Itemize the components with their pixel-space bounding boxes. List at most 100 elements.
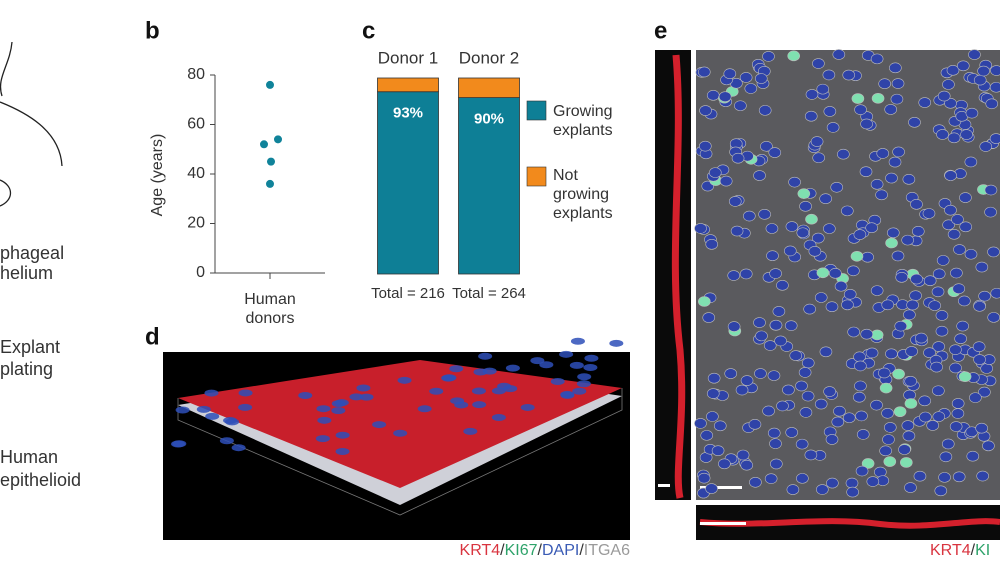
legend-label: Growing explants <box>553 103 613 139</box>
nucleus <box>842 412 856 424</box>
nucleus <box>894 320 908 332</box>
nucleus <box>861 458 875 469</box>
nucleus <box>837 148 850 160</box>
nucleus <box>739 268 753 280</box>
nucleus <box>865 347 879 359</box>
nucleus <box>901 234 914 246</box>
nucleus <box>560 391 575 399</box>
y-tick-label: 20 <box>187 215 205 232</box>
nucleus <box>760 141 773 152</box>
nucleus <box>497 382 512 390</box>
nucleus <box>805 213 818 225</box>
nucleus <box>855 410 868 422</box>
nucleus <box>740 459 754 471</box>
nucleus <box>902 174 916 185</box>
nucleus <box>577 373 592 381</box>
panel-a-sketch <box>0 41 63 207</box>
nucleus <box>707 372 721 384</box>
nucleus <box>860 328 874 340</box>
outline <box>0 41 13 97</box>
y-tick-label: 80 <box>187 66 205 83</box>
nucleus <box>976 470 989 482</box>
nucleus <box>762 51 775 62</box>
nucleus <box>785 427 799 438</box>
nucleus <box>964 248 978 260</box>
nucleus <box>584 354 599 362</box>
nucleus <box>923 347 936 358</box>
nucleus <box>978 386 991 398</box>
nucleus <box>949 421 963 432</box>
bar-segment <box>377 91 439 275</box>
nucleus <box>833 405 846 417</box>
nucleus <box>973 301 986 312</box>
nucleus <box>317 416 332 424</box>
nucleus <box>922 208 936 219</box>
nucleus <box>758 105 772 116</box>
nucleus <box>987 246 1000 258</box>
nucleus <box>958 371 972 382</box>
nucleus <box>205 412 220 420</box>
bar-segment <box>377 77 439 93</box>
nucleus <box>846 486 859 498</box>
nucleus <box>885 348 898 360</box>
nucleus <box>238 403 253 411</box>
nucleus <box>744 83 758 94</box>
nucleus <box>861 251 874 263</box>
nucleus <box>990 65 1000 76</box>
nucleus <box>734 100 747 112</box>
bounding-box <box>177 388 623 516</box>
nucleus <box>934 485 948 497</box>
nucleus <box>705 239 719 250</box>
panel-a-text: Human <box>0 447 58 467</box>
stain-label: DAPI <box>541 542 580 559</box>
nucleus <box>979 141 993 152</box>
scale-bar <box>700 522 746 525</box>
nucleus <box>980 363 993 374</box>
nucleus <box>853 391 866 403</box>
nucleus <box>349 393 364 401</box>
nucleus <box>796 473 809 484</box>
nucleus <box>803 303 816 315</box>
nucleus <box>895 272 909 283</box>
panel-e-caption: KRT4/KI <box>930 541 990 560</box>
nucleus <box>931 286 945 298</box>
nucleus <box>973 74 987 86</box>
nucleus <box>918 97 932 108</box>
separator: / <box>579 542 584 559</box>
nucleus <box>782 384 795 396</box>
panel-label: e <box>654 17 667 44</box>
nucleus <box>718 91 732 102</box>
nucleus <box>569 361 584 369</box>
nucleus <box>885 172 898 184</box>
nucleus <box>906 299 919 311</box>
stain-label: KRT4 <box>930 542 971 559</box>
nucleus <box>876 148 890 159</box>
panel-a-text: helium <box>0 263 53 283</box>
nucleus <box>787 50 801 62</box>
nucleus <box>417 405 432 413</box>
nucleus <box>913 470 927 482</box>
nucleus <box>909 290 922 301</box>
nucleus <box>825 434 839 445</box>
nucleus <box>888 156 902 168</box>
nucleus <box>753 317 766 328</box>
nucleus <box>769 319 783 331</box>
nucleus <box>854 380 867 392</box>
nucleus <box>951 214 964 225</box>
nucleus <box>429 387 444 395</box>
nucleus <box>865 222 878 234</box>
nucleus <box>724 368 738 379</box>
nucleus <box>811 232 825 244</box>
nucleus <box>930 361 943 373</box>
nucleus <box>801 390 815 402</box>
nucleus <box>331 407 346 415</box>
nucleus <box>834 280 848 292</box>
nucleus <box>875 189 888 201</box>
nucleus <box>892 146 905 158</box>
nucleus <box>772 306 786 317</box>
scale-bar <box>700 486 742 489</box>
panel-a-text: phageal <box>0 243 64 263</box>
nucleus <box>892 368 905 380</box>
nucleus <box>583 364 598 372</box>
data-point <box>267 157 275 166</box>
